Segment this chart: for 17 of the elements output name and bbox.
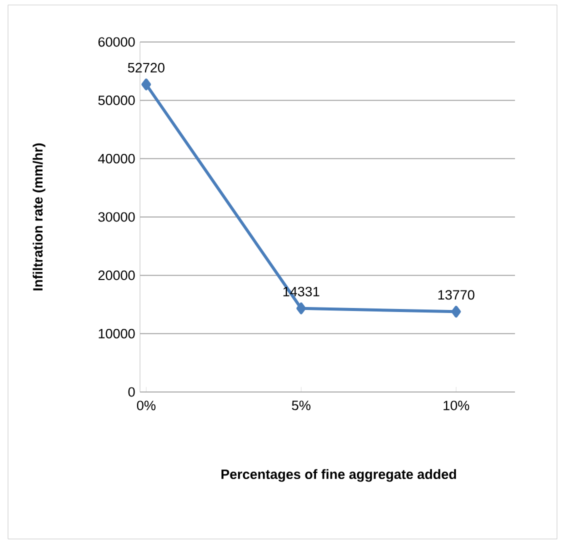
x-axis-title: Percentages of fine aggregate added: [222, 469, 456, 482]
y-tick-label: 40000: [98, 154, 135, 164]
point: [141, 78, 151, 90]
data-label: 52720: [128, 62, 164, 72]
y-tick-label: 0: [128, 387, 135, 397]
x-tick-label: 0%: [136, 400, 156, 410]
y-axis-title: Infiltration rate (mm/hr): [32, 143, 46, 290]
data-label: 13770: [438, 290, 474, 300]
point: [296, 302, 306, 314]
x-tick-label: 10%: [444, 400, 470, 410]
x-tick-label: 5%: [292, 400, 310, 410]
y-tick-label: 50000: [98, 96, 135, 106]
y-tick-label: 20000: [98, 270, 135, 280]
y-tick-label: 60000: [98, 37, 135, 47]
point: [451, 306, 461, 318]
y-tick-label: 10000: [98, 328, 135, 338]
y-tick-label: 30000: [98, 212, 135, 222]
